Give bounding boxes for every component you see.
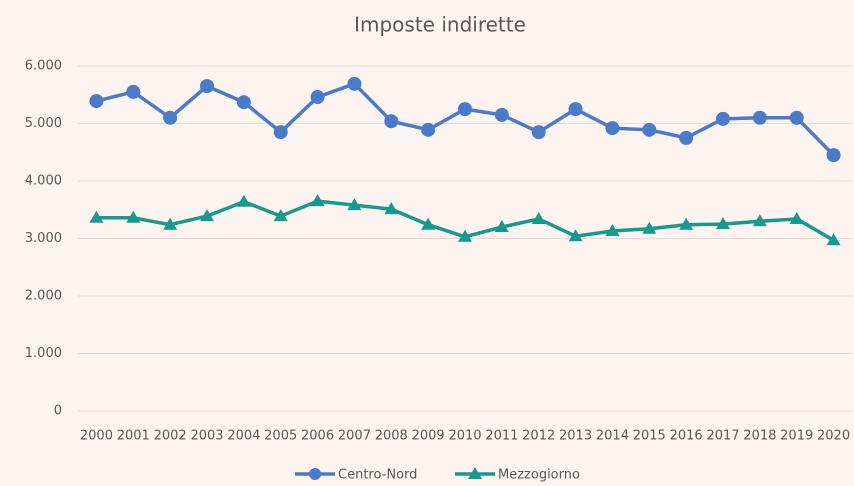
chart-title: Imposte indirette <box>354 13 526 37</box>
marker <box>421 217 436 230</box>
marker <box>531 211 546 224</box>
marker <box>273 125 288 140</box>
y-tick-label: 3.000 <box>25 231 62 246</box>
marker <box>458 229 472 242</box>
marker <box>679 217 694 230</box>
x-tick-label: 2001 <box>117 429 150 444</box>
x-tick-label: 2012 <box>522 429 555 444</box>
marker <box>347 198 362 211</box>
marker <box>605 224 620 237</box>
marker <box>568 229 583 242</box>
marker <box>642 122 657 137</box>
marker <box>679 130 694 145</box>
x-tick-label: 2005 <box>264 429 297 444</box>
marker <box>89 210 104 223</box>
marker <box>163 110 178 125</box>
marker <box>310 194 325 207</box>
marker <box>568 102 583 117</box>
marker <box>752 110 767 125</box>
marker <box>826 233 841 246</box>
y-tick-label: 1.000 <box>25 346 62 361</box>
legend-label: Mezzogiorno <box>498 468 580 483</box>
legend-label: Centro-Nord <box>338 468 417 483</box>
marker <box>347 76 362 91</box>
x-tick-label: 2002 <box>154 429 187 444</box>
y-tick-label: 5.000 <box>25 116 62 131</box>
marker <box>421 122 436 137</box>
marker <box>494 220 509 232</box>
x-tick-label: 2004 <box>227 429 260 444</box>
x-tick-label: 2010 <box>448 429 481 444</box>
marker <box>163 217 178 230</box>
x-tick-label: 2013 <box>559 429 592 444</box>
legend-marker <box>309 468 321 480</box>
marker <box>200 209 214 222</box>
x-tick-label: 2007 <box>338 429 371 444</box>
x-tick-label: 2016 <box>670 429 703 444</box>
marker <box>236 95 251 110</box>
marker <box>789 211 804 224</box>
x-tick-label: 2020 <box>817 429 850 444</box>
x-tick-label: 2019 <box>780 429 813 444</box>
marker <box>310 90 325 105</box>
x-tick-label: 2018 <box>743 429 776 444</box>
marker <box>752 214 767 227</box>
marker <box>494 107 509 122</box>
marker <box>458 102 472 117</box>
x-tick-label: 2006 <box>301 429 334 444</box>
marker <box>89 94 104 109</box>
x-tick-label: 2015 <box>633 429 666 444</box>
y-tick-label: 0 <box>54 404 62 419</box>
x-tick-label: 2008 <box>375 429 408 444</box>
x-tick-label: 2017 <box>706 429 739 444</box>
x-tick-label: 2003 <box>190 429 223 444</box>
marker <box>531 125 546 140</box>
y-tick-label: 6.000 <box>25 59 62 74</box>
x-tick-label: 2009 <box>412 429 445 444</box>
marker <box>200 79 214 94</box>
x-tick-label: 2011 <box>485 429 518 444</box>
marker <box>716 217 730 230</box>
y-tick-label: 2.000 <box>25 289 62 304</box>
marker <box>236 194 251 207</box>
marker <box>605 121 620 136</box>
legend-marker <box>468 467 482 479</box>
marker <box>642 221 657 234</box>
x-tick-label: 2014 <box>596 429 629 444</box>
marker <box>384 202 399 215</box>
marker <box>789 110 804 125</box>
marker <box>126 84 141 99</box>
marker <box>384 114 399 129</box>
marker <box>126 210 141 223</box>
marker <box>716 111 730 126</box>
marker <box>273 209 288 222</box>
y-tick-label: 4.000 <box>25 174 62 189</box>
marker <box>826 148 841 163</box>
x-tick-label: 2000 <box>80 429 113 444</box>
